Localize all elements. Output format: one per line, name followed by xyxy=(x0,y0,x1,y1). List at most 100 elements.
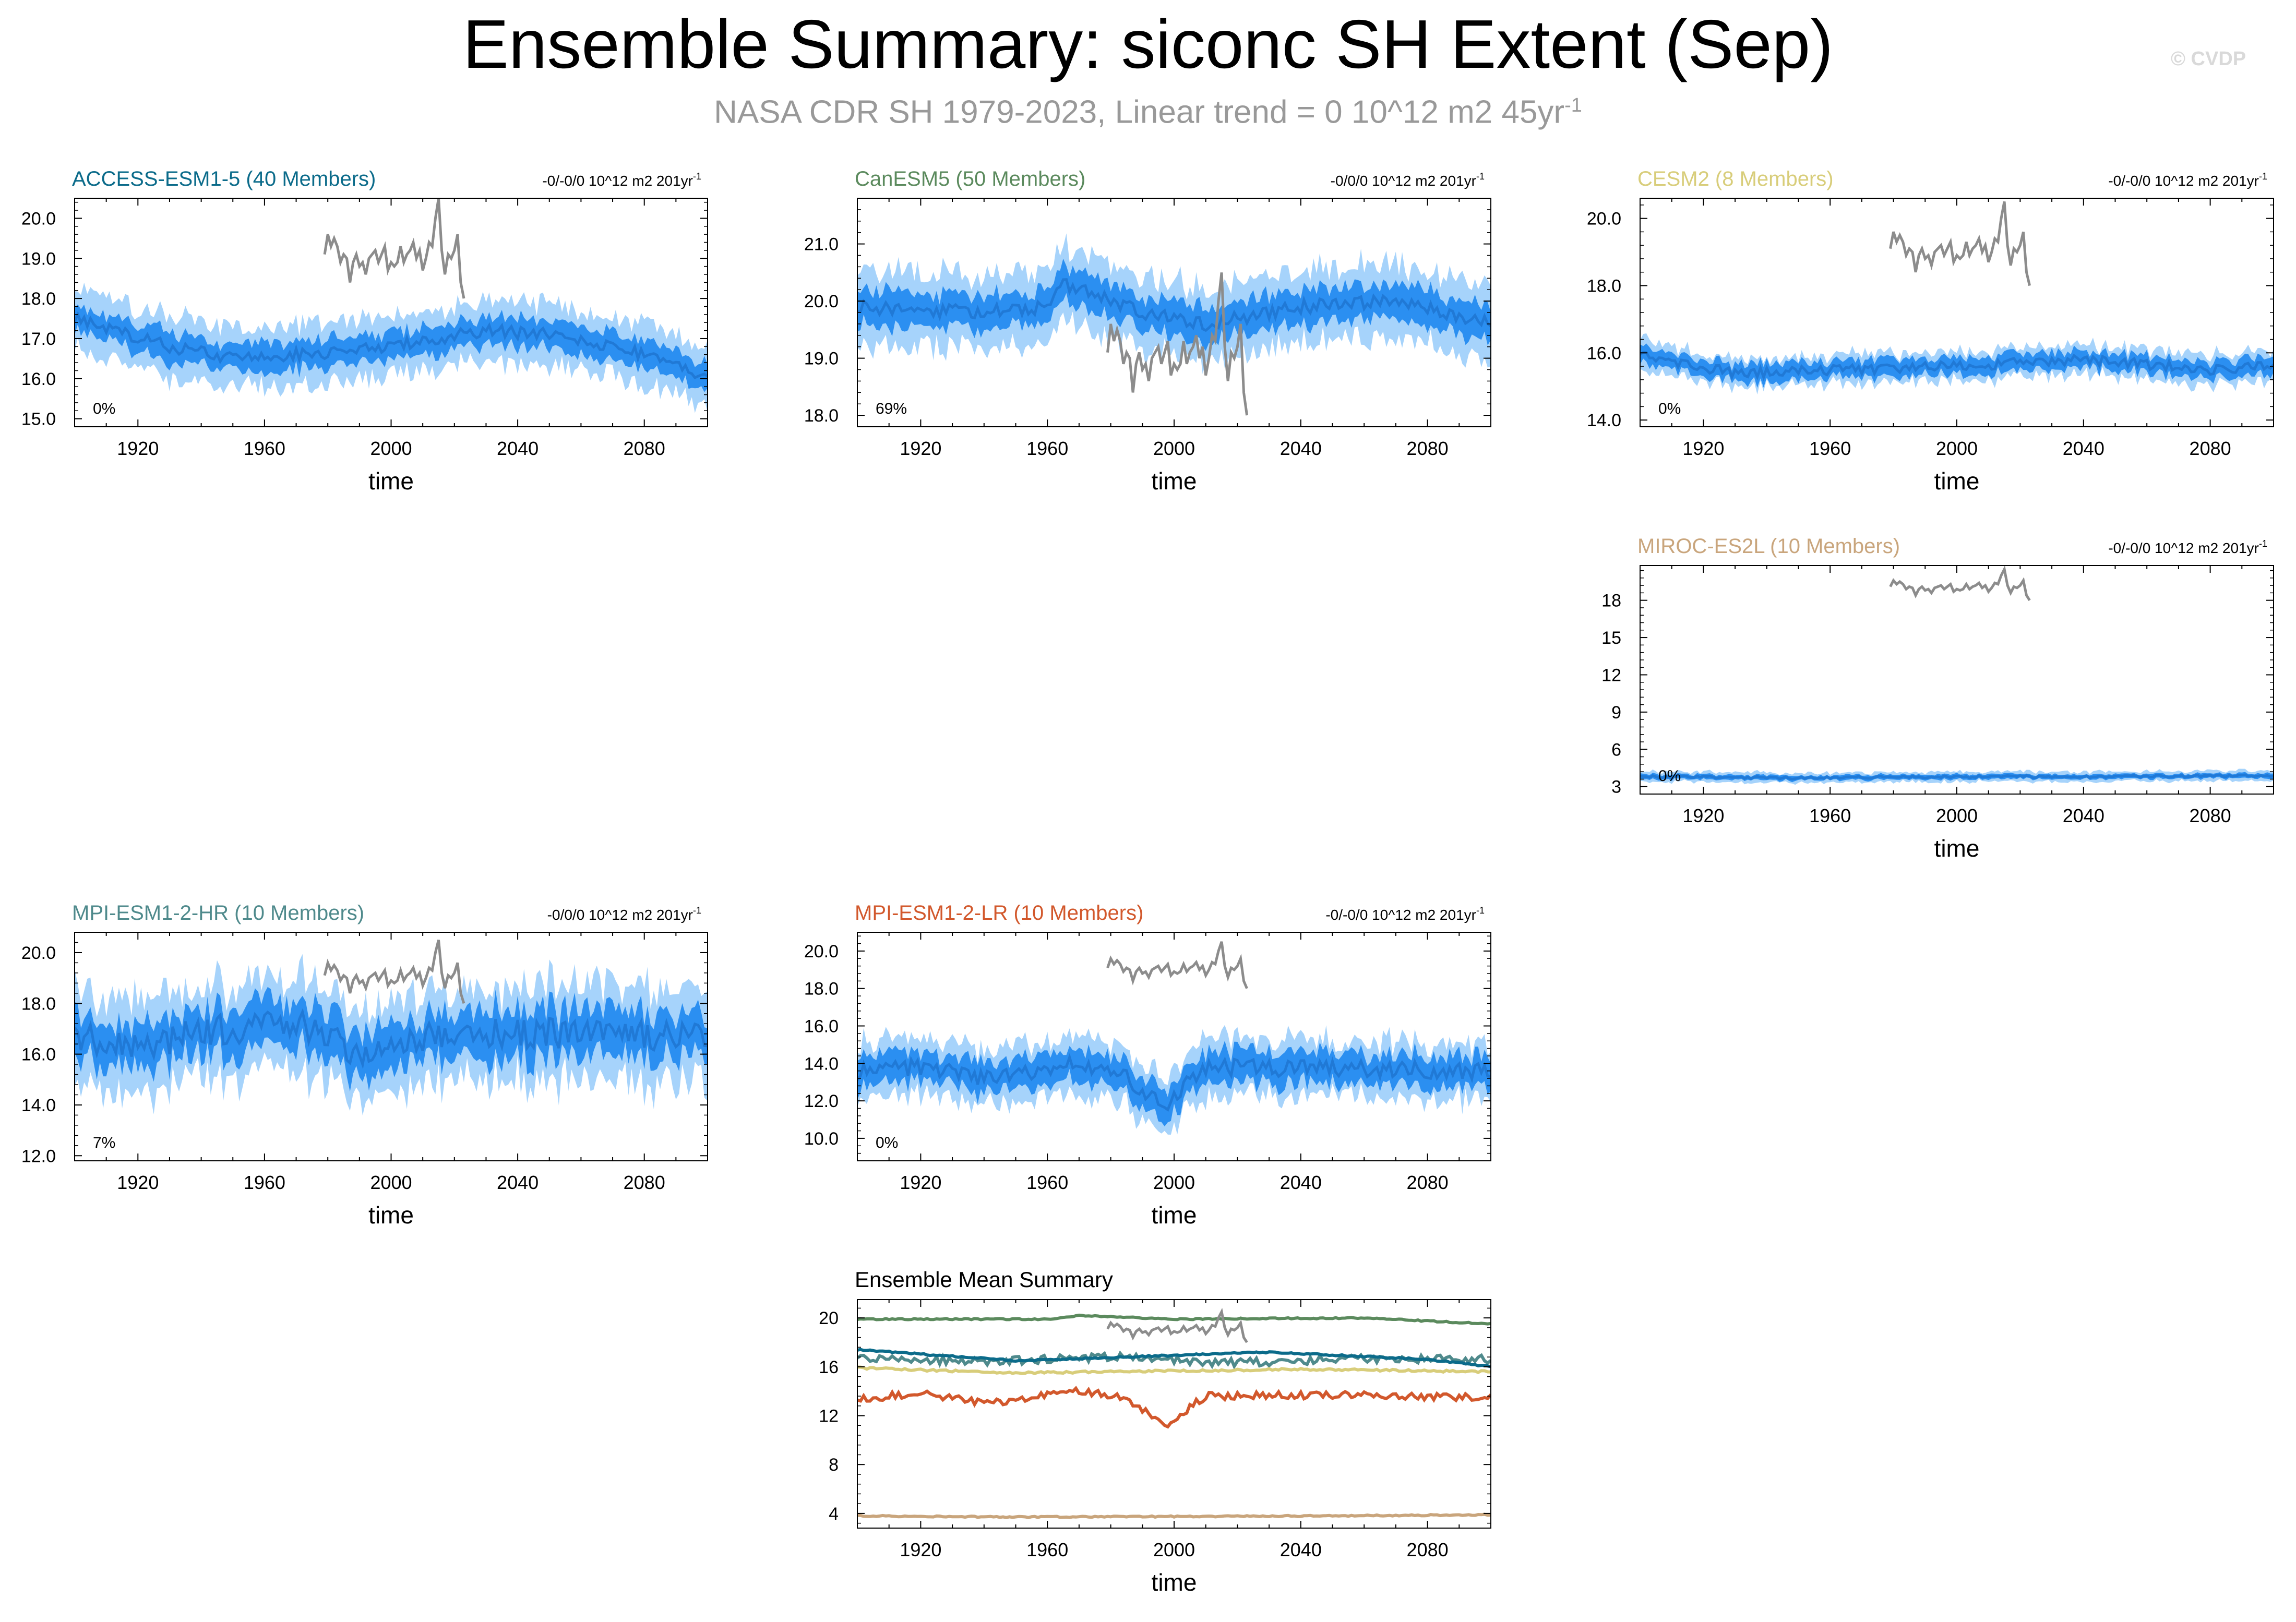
panel-title: MIROC-ES2L (10 Members) xyxy=(1637,535,1900,558)
y-tick-label: 16.0 xyxy=(1587,343,1621,363)
y-tick-label: 14.0 xyxy=(1587,411,1621,430)
y-tick-label: 12 xyxy=(1601,665,1621,685)
y-tick-label: 15 xyxy=(1601,628,1621,648)
x-tick-label: 2040 xyxy=(2063,438,2104,459)
y-tick-label: 9 xyxy=(1611,703,1621,723)
y-tick-label: 18.0 xyxy=(804,406,839,426)
percent-label: 0% xyxy=(93,400,115,417)
y-tick-label: 16.0 xyxy=(804,1017,839,1037)
x-tick-label: 2080 xyxy=(1407,438,1449,459)
y-tick-label: 10.0 xyxy=(804,1129,839,1149)
trend-label: -0/0/0 10^12 m2 201yr-1 xyxy=(547,905,701,923)
x-tick-label: 1920 xyxy=(900,438,941,459)
y-tick-label: 20.0 xyxy=(21,209,56,229)
series-line-mpi-esm1-2-lr xyxy=(857,1386,1491,1429)
x-tick-label: 1920 xyxy=(900,1539,941,1560)
chart-panel-mpi-esm1-2-hr: 1920 1960 2000 2040 2080 12.0 14.0 16.0 18.0 20.0… xyxy=(21,902,708,1229)
y-tick-label: 14.0 xyxy=(21,1096,56,1115)
ensemble-iqr-band xyxy=(857,258,1491,351)
x-tick-label: 2000 xyxy=(1153,1539,1195,1560)
plot-frame xyxy=(857,1299,1491,1529)
x-tick-label: 2080 xyxy=(624,1172,665,1193)
y-tick-label: 20.0 xyxy=(804,942,839,962)
plot-area xyxy=(75,198,708,413)
x-tick-label: 2000 xyxy=(1153,438,1195,459)
y-tick-label: 18.0 xyxy=(21,994,56,1014)
trend-label: -0/0/0 10^12 m2 201yr-1 xyxy=(1331,171,1485,189)
ensemble-mean-line xyxy=(857,1053,1491,1112)
ensemble-iqr-band xyxy=(75,304,708,392)
x-tick-label: 2080 xyxy=(1407,1539,1449,1560)
y-tick-label: 3 xyxy=(1611,777,1621,797)
x-tick-label: 1960 xyxy=(1809,438,1851,459)
y-tick-label: 16.0 xyxy=(21,369,56,389)
x-tick-label: 2000 xyxy=(1936,438,1978,459)
panel-title: CESM2 (8 Members) xyxy=(1637,167,1834,190)
percent-label: 7% xyxy=(93,1134,115,1151)
y-tick-label: 20.0 xyxy=(21,943,56,963)
percent-label: 69% xyxy=(876,400,907,417)
observations-line xyxy=(1889,201,2031,286)
page-subtitle: NASA CDR SH 1979-2023, Linear trend = 0 … xyxy=(0,85,2296,134)
x-tick-label: 1920 xyxy=(1682,438,1724,459)
x-axis-label: time xyxy=(1152,1569,1197,1596)
x-tick-label: 2000 xyxy=(1153,1172,1195,1193)
x-tick-label: 2040 xyxy=(497,1172,539,1193)
y-tick-label: 8 xyxy=(829,1455,839,1475)
panel-title: Ensemble Mean Summary xyxy=(855,1267,1113,1292)
x-tick-label: 2040 xyxy=(1280,1172,1322,1193)
copyright-label: © CVDP xyxy=(2171,48,2246,70)
chart-panel-canesm5: 1920 1960 2000 2040 2080 18.0 19.0 20.0 21.0 time… xyxy=(804,167,1491,495)
x-tick-label: 2000 xyxy=(370,438,412,459)
y-tick-label: 18.0 xyxy=(804,979,839,999)
y-tick-label: 14.0 xyxy=(804,1054,839,1074)
chart-panel-summary: 1920 1960 2000 2040 2080 4 8 12 16 20 time Ensemble… xyxy=(819,1267,1491,1596)
trend-label: -0/-0/0 10^12 m2 201yr-1 xyxy=(2108,538,2267,556)
observations-line xyxy=(1106,941,1248,989)
y-tick-label: 16 xyxy=(819,1357,839,1377)
y-tick-label: 20.0 xyxy=(1587,209,1621,229)
chart-panel-mpi-esm1-2-lr: 1920 1960 2000 2040 2080 10.0 12.0 14.0 16.0 18.0… xyxy=(804,902,1491,1229)
x-axis-label: time xyxy=(368,467,414,495)
x-tick-label: 1920 xyxy=(117,1172,159,1193)
x-tick-label: 1920 xyxy=(1682,805,1724,826)
observations-line xyxy=(1106,1307,1248,1343)
x-tick-label: 2000 xyxy=(370,1172,412,1193)
x-tick-label: 1960 xyxy=(244,1172,285,1193)
x-tick-label: 1920 xyxy=(117,438,159,459)
ensemble-mean-line xyxy=(75,310,708,380)
subtitle-superscript: -1 xyxy=(1564,94,1582,116)
x-tick-label: 1920 xyxy=(900,1172,941,1193)
observations-line xyxy=(1889,566,2031,602)
panel-title: MPI-ESM1-2-HR (10 Members) xyxy=(72,902,364,924)
trend-label: -0/-0/0 10^12 m2 201yr-1 xyxy=(1325,905,1485,923)
trend-label: -0/-0/0 10^12 m2 201yr-1 xyxy=(2108,171,2267,189)
y-tick-label: 6 xyxy=(1611,740,1621,760)
plot-area xyxy=(1640,201,2274,395)
ensemble-mean-line xyxy=(857,278,1491,332)
x-tick-label: 2080 xyxy=(2190,805,2231,826)
observations-line xyxy=(323,198,465,299)
plot-area xyxy=(1640,566,2274,785)
x-tick-label: 2000 xyxy=(1936,805,1978,826)
y-tick-label: 18.0 xyxy=(21,289,56,309)
x-axis-label: time xyxy=(1152,1202,1197,1229)
plot-area xyxy=(857,941,1491,1135)
x-tick-label: 2040 xyxy=(1280,438,1322,459)
panel-title: MPI-ESM1-2-LR (10 Members) xyxy=(855,902,1143,924)
page-title: Ensemble Summary: siconc SH Extent (Sep) xyxy=(462,6,1834,82)
x-axis-label: time xyxy=(1934,467,1980,495)
y-tick-label: 21.0 xyxy=(804,235,839,255)
plot-frame xyxy=(1640,565,2274,795)
chart-panel-miroc-es2l: 1920 1960 2000 2040 2080 3 6 9 12 15 18 time MIROC-E… xyxy=(1601,535,2274,862)
ensemble-mean-line xyxy=(1640,351,2274,381)
ensemble-mean-line xyxy=(75,1007,708,1070)
observations-line xyxy=(1106,272,1249,416)
x-tick-label: 1960 xyxy=(1026,1172,1068,1193)
x-tick-label: 2080 xyxy=(624,438,665,459)
panel-title: CanESM5 (50 Members) xyxy=(855,167,1085,190)
series-line-cesm2 xyxy=(857,1365,1491,1375)
chart-panel-access-esm1-5: 1920 1960 2000 2040 2080 15.0 16.0 17.0 18.0 19.0… xyxy=(21,167,708,495)
series-line-access-esm1-5 xyxy=(857,1348,1491,1368)
